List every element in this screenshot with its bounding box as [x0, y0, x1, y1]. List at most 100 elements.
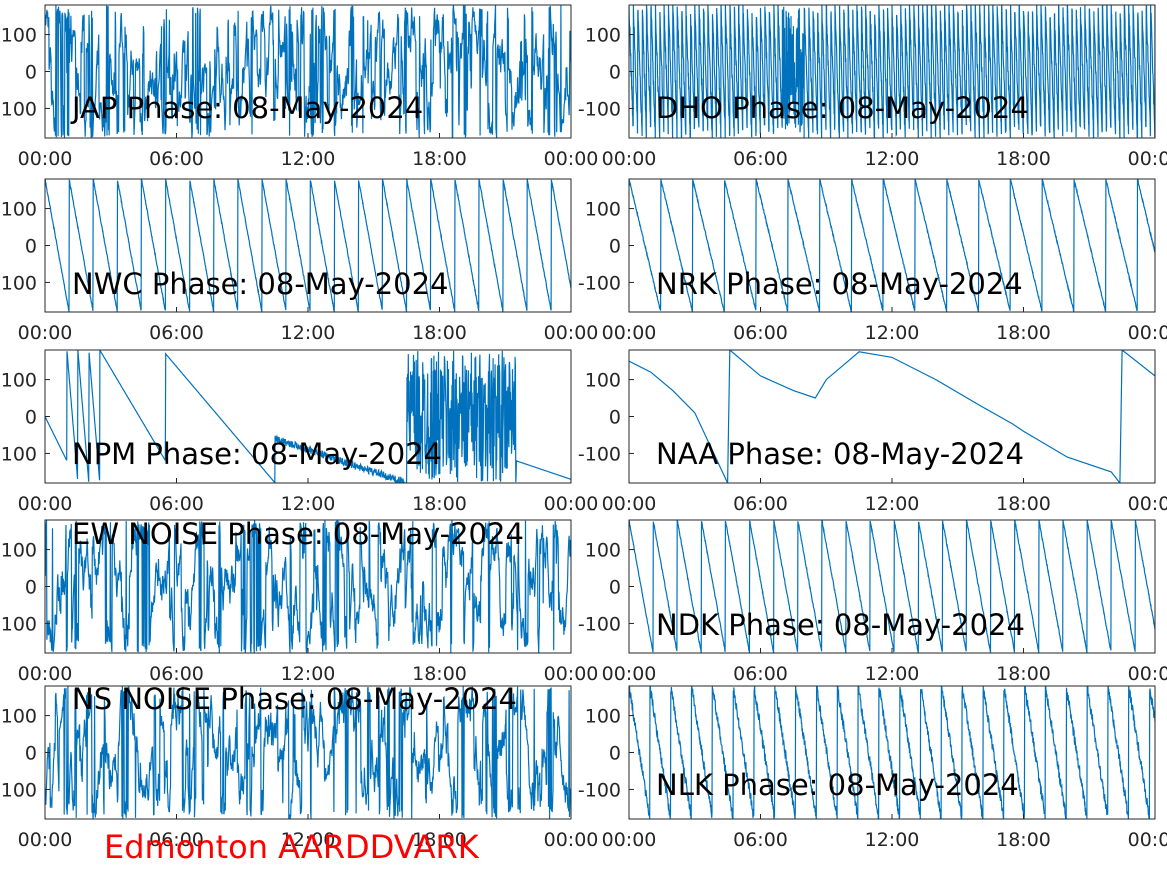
phase-series-line	[45, 686, 571, 819]
panel-title: NPM Phase: 08-May-2024	[72, 437, 442, 471]
y-tick-label: -100	[0, 98, 37, 120]
x-tick-label: 00:00	[602, 148, 657, 170]
panel-title: NRK Phase: 08-May-2024	[656, 267, 1023, 301]
x-tick-label: 00:00	[602, 493, 657, 515]
y-tick-label: -100	[0, 443, 37, 465]
y-tick-label: 0	[25, 577, 37, 599]
x-tick-label: 12:00	[281, 148, 336, 170]
x-tick-label: 00:00	[18, 322, 73, 344]
y-tick-label: 0	[609, 577, 621, 599]
x-tick-label: 12:00	[865, 148, 920, 170]
x-tick-label: 12:00	[865, 829, 920, 851]
x-tick-label: 00:00	[1128, 829, 1167, 851]
y-tick-label: 0	[609, 743, 621, 765]
panel-title: DHO Phase: 08-May-2024	[656, 91, 1029, 125]
y-tick-label: 100	[1, 370, 37, 392]
y-tick-label: 100	[585, 706, 621, 728]
panel-title: EW NOISE Phase: 08-May-2024	[72, 517, 524, 551]
x-tick-label: 00:00	[544, 829, 599, 851]
x-tick-label: 06:00	[149, 829, 204, 851]
panel-title: NS NOISE Phase: 08-May-2024	[72, 682, 517, 716]
y-tick-label: -100	[0, 613, 37, 635]
y-tick-label: 100	[1, 199, 37, 221]
y-tick-label: -100	[578, 272, 621, 294]
y-tick-label: 0	[609, 62, 621, 84]
y-tick-label: 0	[25, 407, 37, 429]
x-tick-label: 18:00	[996, 663, 1051, 685]
phase-panel: 100 0 -100 00:00 06:00 12:00 18:00 00:00 NLK Pha…	[578, 685, 1167, 851]
y-tick-label: 100	[585, 199, 621, 221]
x-tick-label: 00:00	[1128, 663, 1167, 685]
y-tick-label: -100	[0, 779, 37, 801]
y-tick-label: 0	[609, 236, 621, 258]
x-tick-label: 06:00	[733, 493, 788, 515]
y-tick-label: 0	[609, 407, 621, 429]
x-tick-label: 06:00	[149, 322, 204, 344]
x-tick-label: 00:00	[18, 663, 73, 685]
x-tick-label: 12:00	[865, 663, 920, 685]
y-tick-label: 0	[25, 62, 37, 84]
y-tick-label: 100	[1, 540, 37, 562]
x-tick-label: 18:00	[412, 322, 467, 344]
x-tick-label: 00:00	[544, 663, 599, 685]
phase-series-line	[629, 179, 1155, 312]
y-tick-label: 100	[1, 25, 37, 47]
x-tick-label: 00:00	[18, 829, 73, 851]
x-tick-label: 18:00	[996, 493, 1051, 515]
phase-panel: 100 0 -100 00:00 06:00 12:00 18:00 00:00 NRK Pha…	[578, 178, 1167, 344]
x-tick-label: 00:00	[544, 322, 599, 344]
x-tick-label: 12:00	[865, 322, 920, 344]
x-tick-label: 00:00	[1128, 148, 1167, 170]
panel-title: NLK Phase: 08-May-2024	[656, 768, 1019, 802]
phase-panel: 100 0 -100 00:00 06:00 12:00 18:00 00:00 NWC Pha…	[0, 178, 599, 344]
phase-panel: 100 0 -100 00:00 06:00 12:00 18:00 00:00 NDK Pha…	[578, 519, 1167, 685]
y-tick-label: 0	[25, 743, 37, 765]
panel-title: NDK Phase: 08-May-2024	[656, 608, 1025, 642]
phase-panel: 100 0 -100 00:00 06:00 12:00 18:00 00:00 EW NOIS…	[0, 517, 598, 685]
y-tick-label: 100	[585, 370, 621, 392]
x-tick-label: 12:00	[281, 829, 336, 851]
phase-series-line	[45, 5, 571, 138]
x-tick-label: 00:00	[18, 493, 73, 515]
x-tick-label: 06:00	[733, 148, 788, 170]
x-tick-label: 18:00	[996, 829, 1051, 851]
x-tick-label: 12:00	[281, 493, 336, 515]
x-tick-label: 18:00	[412, 663, 467, 685]
x-tick-label: 18:00	[996, 148, 1051, 170]
x-tick-label: 00:00	[602, 663, 657, 685]
x-tick-label: 00:00	[602, 829, 657, 851]
y-tick-label: 100	[585, 25, 621, 47]
phase-series-line	[45, 520, 571, 653]
y-tick-label: -100	[578, 613, 621, 635]
phase-series-line	[629, 520, 1155, 653]
x-tick-label: 00:00	[544, 493, 599, 515]
x-tick-label: 00:00	[544, 148, 599, 170]
panel-title: NWC Phase: 08-May-2024	[72, 267, 449, 301]
phase-series-line	[629, 350, 1155, 483]
phase-panel: 100 0 -100 00:00 06:00 12:00 18:00 00:00 JAP Pha…	[0, 4, 599, 170]
phase-series-line	[45, 179, 571, 312]
x-tick-label: 06:00	[149, 663, 204, 685]
y-tick-label: -100	[578, 443, 621, 465]
panel-title: NAA Phase: 08-May-2024	[656, 437, 1024, 471]
x-tick-label: 00:00	[18, 148, 73, 170]
x-tick-label: 18:00	[996, 322, 1051, 344]
y-tick-label: -100	[0, 272, 37, 294]
x-tick-label: 12:00	[281, 663, 336, 685]
x-tick-label: 18:00	[412, 493, 467, 515]
y-tick-label: 0	[25, 236, 37, 258]
y-tick-label: 100	[585, 540, 621, 562]
phase-panel: 100 0 -100 00:00 06:00 12:00 18:00 00:00 NS NOIS…	[0, 682, 598, 851]
x-tick-label: 06:00	[733, 663, 788, 685]
x-tick-label: 12:00	[865, 493, 920, 515]
phase-panel: 100 0 -100 00:00 06:00 12:00 18:00 00:00 DHO Pha…	[578, 4, 1167, 170]
x-tick-label: 06:00	[149, 148, 204, 170]
x-tick-label: 18:00	[412, 148, 467, 170]
y-tick-label: -100	[578, 98, 621, 120]
phase-series-line	[45, 350, 571, 483]
x-tick-label: 12:00	[281, 322, 336, 344]
x-tick-label: 06:00	[733, 322, 788, 344]
x-tick-label: 00:00	[602, 322, 657, 344]
phase-series-line	[629, 686, 1155, 819]
